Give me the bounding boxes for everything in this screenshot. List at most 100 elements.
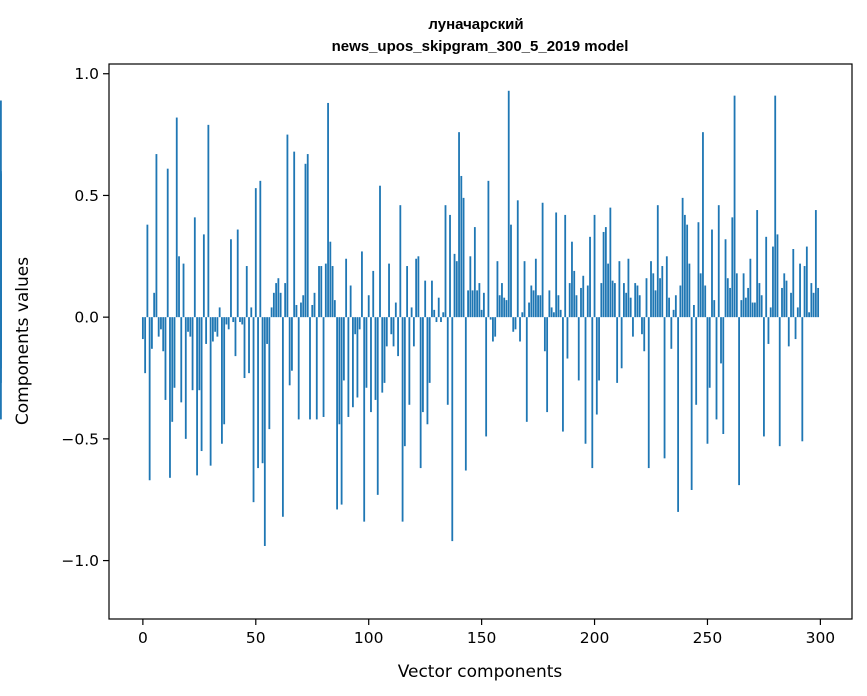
bar-93 [352,317,354,408]
bar-11 [166,168,169,318]
bar-23 [193,217,196,318]
x-tick-label: 150 [467,629,497,647]
bar-50 [254,188,257,318]
bar-22 [191,317,194,391]
bar-286 [787,317,790,347]
bar-undefined [0,317,2,369]
bar-273 [758,283,761,318]
bar-175 [537,295,539,318]
bar-262 [733,95,736,318]
bar-235 [672,309,675,318]
bar-217 [632,317,634,337]
bar-83 [329,241,332,318]
bar-219 [636,285,639,318]
bar-296 [810,283,813,318]
bar-79 [320,266,323,318]
bar-135 [446,317,449,405]
bar-223 [645,278,648,318]
bar-144 [467,290,469,318]
bar-124 [422,317,424,413]
bar-253 [713,300,716,318]
bar-193 [577,317,580,381]
bar-172 [530,285,533,318]
bar-169 [523,261,526,318]
bar-234 [670,317,673,349]
x-tick-label: 300 [806,629,836,647]
bar-38 [227,317,230,330]
bar-21 [189,317,192,337]
bar-8 [160,317,162,330]
bar-204 [602,231,605,318]
bar-32 [214,317,217,332]
bar-136 [449,214,451,318]
bar-252 [711,229,713,318]
bar-29 [207,124,210,318]
bar-110 [390,317,393,335]
bar-120 [412,317,415,347]
y-axis-ticks: −1.0 −0.5 0.0 0.5 1.0 [61,65,109,570]
bar-76 [313,292,316,318]
bar-70 [300,302,302,318]
bar-138 [453,253,456,318]
bar-139 [455,261,458,318]
bar-107 [383,317,386,383]
bar-150 [480,309,483,318]
bar-293 [803,266,806,318]
bar-196 [584,317,587,444]
bar-222 [643,317,646,352]
x-tick-label: 50 [246,629,266,647]
bar-297 [812,292,815,318]
bar-214 [625,292,628,318]
bar-166 [516,200,519,318]
bar-134 [444,205,447,318]
bar-84 [331,266,334,318]
bar-45 [243,317,246,379]
y-tick-label: 0.0 [74,309,99,327]
bar-220 [638,295,641,318]
bar-63 [284,283,287,318]
bar-290 [796,307,799,318]
bar-168 [521,312,524,318]
bar-231 [663,317,666,459]
bar-43 [239,317,241,323]
bar-81 [324,263,327,318]
bar-92 [349,285,352,318]
bar-13 [171,317,174,422]
bar-224 [647,317,650,469]
bar-14 [173,317,176,388]
bar-244 [693,304,695,318]
bar-141 [460,175,463,318]
bar-194 [580,287,582,318]
bar-119 [410,307,413,318]
bar-35 [221,317,223,444]
bar-100 [367,295,370,318]
bar-128 [431,280,433,318]
bar-121 [415,258,418,318]
bar-131 [437,297,440,318]
bar-54 [263,317,266,546]
bar-207 [609,207,612,318]
bar-85 [333,300,336,318]
bar-275 [763,317,765,437]
bar-114 [399,205,402,318]
bar-230 [661,266,664,318]
bar-137 [451,317,454,542]
bar-221 [641,317,643,335]
y-tick-label: 1.0 [74,65,99,83]
bar-27 [202,234,205,318]
bar-177 [541,202,544,318]
bar-127 [428,317,431,383]
bar-170 [525,317,528,422]
bar-74 [309,317,311,420]
bar-288 [792,249,795,318]
bar-39 [230,239,232,318]
bar-87 [338,317,341,425]
bar-280 [774,95,777,318]
bar-68 [295,304,298,318]
bar-34 [218,307,221,318]
bar-265 [740,300,743,318]
bar-152 [485,317,488,437]
bar-36 [223,317,226,425]
bar-94 [354,317,357,335]
bar-218 [634,283,637,318]
